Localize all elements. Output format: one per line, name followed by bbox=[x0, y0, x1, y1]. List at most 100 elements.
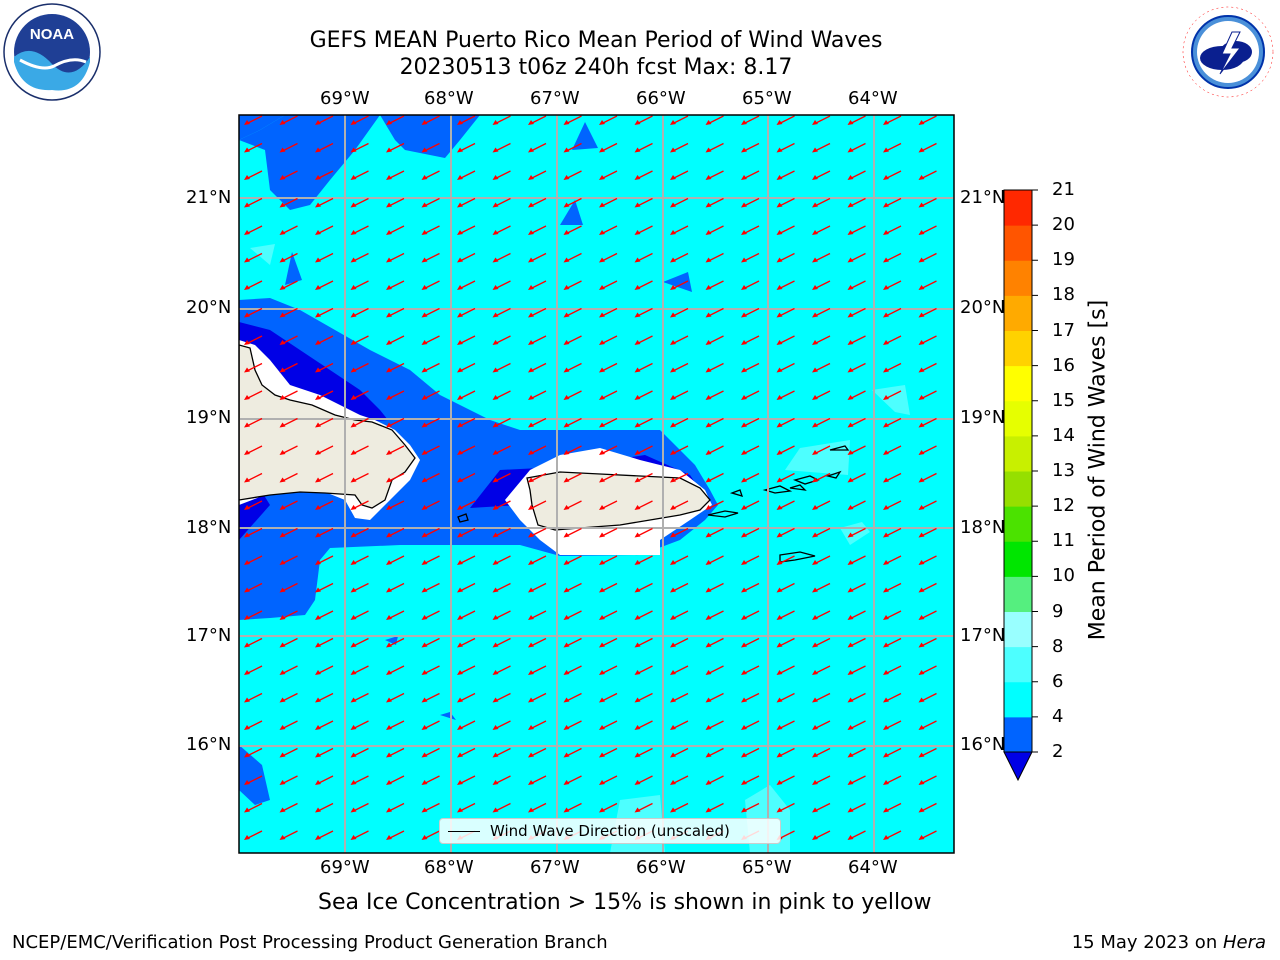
wind-arrow bbox=[386, 830, 405, 840]
wind-arrow bbox=[812, 720, 831, 730]
wind-arrow bbox=[421, 142, 440, 153]
wind-arrow bbox=[421, 775, 440, 785]
wind-arrow bbox=[883, 252, 902, 263]
wind-arrow bbox=[421, 665, 440, 675]
wind-arrow bbox=[244, 417, 263, 428]
lon-label-bottom: 66°W bbox=[636, 857, 686, 878]
wind-arrow bbox=[847, 362, 866, 373]
wind-arrow bbox=[883, 665, 902, 675]
wind-arrow bbox=[741, 527, 760, 538]
wind-arrow bbox=[634, 720, 653, 730]
wind-arrow bbox=[528, 335, 547, 345]
wind-arrow bbox=[599, 280, 618, 290]
wind-arrow bbox=[492, 637, 511, 648]
wind-arrow bbox=[315, 280, 334, 290]
wind-arrow bbox=[705, 692, 724, 703]
wind-arrow bbox=[847, 252, 866, 263]
wind-arrow bbox=[634, 390, 653, 400]
wind-arrow bbox=[705, 307, 724, 318]
lat-label-left: 20°N bbox=[186, 297, 232, 318]
wind-arrow bbox=[634, 115, 653, 125]
wind-arrow bbox=[244, 555, 263, 565]
wind-arrow bbox=[670, 335, 689, 345]
wind-arrow bbox=[883, 802, 902, 813]
wind-arrow bbox=[350, 225, 369, 235]
wind-arrow bbox=[918, 115, 937, 125]
wind-arrow bbox=[492, 390, 511, 400]
wind-arrow bbox=[918, 747, 937, 758]
wind-arrow bbox=[776, 445, 795, 455]
wind-arrow bbox=[812, 170, 831, 180]
wind-arrow bbox=[244, 637, 263, 648]
wind-arrow bbox=[528, 555, 547, 565]
wind-arrow bbox=[705, 555, 724, 565]
wind-arrow bbox=[457, 115, 476, 125]
wind-arrow bbox=[528, 527, 547, 538]
wind-arrow bbox=[421, 335, 440, 345]
wind-arrow bbox=[421, 555, 440, 565]
wind-arrow bbox=[634, 665, 653, 675]
colorbar-segment bbox=[1004, 471, 1032, 507]
wind-arrow bbox=[279, 720, 298, 730]
wind-arrow bbox=[244, 775, 263, 785]
wind-arrow bbox=[528, 472, 547, 483]
wind-arrow bbox=[741, 390, 760, 400]
wind-arrow bbox=[315, 390, 334, 400]
colorbar-tick-label: 8 bbox=[1052, 635, 1064, 657]
wind-arrow bbox=[776, 555, 795, 565]
wind-arrow bbox=[705, 142, 724, 153]
wind-arrow bbox=[350, 197, 369, 208]
wind-arrow bbox=[776, 115, 795, 125]
wind-arrow bbox=[776, 582, 795, 593]
lat-label-left: 19°N bbox=[186, 407, 232, 428]
wind-arrow bbox=[883, 335, 902, 345]
wind-arrow bbox=[847, 225, 866, 235]
wind-arrow bbox=[599, 362, 618, 373]
wind-arrow bbox=[705, 170, 724, 180]
wind-arrow bbox=[315, 225, 334, 235]
wind-arrow bbox=[812, 830, 831, 840]
colorbar-tick-label: 14 bbox=[1052, 424, 1075, 446]
wind-arrow bbox=[918, 252, 937, 263]
wind-arrow bbox=[918, 802, 937, 813]
wind-arrow bbox=[350, 307, 369, 318]
wind-arrow bbox=[421, 610, 440, 620]
wind-arrow bbox=[599, 335, 618, 345]
wind-arrow bbox=[705, 472, 724, 483]
wind-arrow bbox=[812, 802, 831, 813]
wind-arrow bbox=[670, 747, 689, 758]
wind-arrow bbox=[386, 142, 405, 153]
wind-arrow bbox=[812, 775, 831, 785]
wind-arrow bbox=[634, 500, 653, 510]
wind-arrow bbox=[492, 170, 511, 180]
wind-arrow bbox=[244, 115, 263, 125]
wind-arrow bbox=[847, 692, 866, 703]
wind-arrow bbox=[457, 142, 476, 153]
wind-arrow bbox=[883, 142, 902, 153]
wind-arrow bbox=[776, 610, 795, 620]
wind-arrow bbox=[670, 775, 689, 785]
lon-label-bottom: 64°W bbox=[848, 857, 898, 878]
wind-arrow bbox=[918, 307, 937, 318]
colorbar-segment bbox=[1004, 190, 1032, 226]
map-frame bbox=[238, 114, 955, 854]
wind-arrow bbox=[386, 170, 405, 180]
wind-arrow bbox=[492, 417, 511, 428]
wind-arrow bbox=[634, 252, 653, 263]
lat-label-left: 21°N bbox=[186, 187, 232, 208]
lon-label-bottom: 67°W bbox=[530, 857, 580, 878]
chart-subtitle: 20230513 t06z 240h fcst Max: 8.17 bbox=[399, 55, 793, 80]
lon-label-bottom: 69°W bbox=[320, 857, 370, 878]
wind-arrow bbox=[315, 307, 334, 318]
wind-arrow bbox=[457, 280, 476, 290]
lat-label-right: 16°N bbox=[960, 734, 1006, 755]
wind-arrow bbox=[670, 555, 689, 565]
wind-arrow bbox=[670, 802, 689, 813]
wind-arrow bbox=[918, 665, 937, 675]
wind-arrow bbox=[315, 830, 334, 840]
colorbar-segment bbox=[1004, 260, 1032, 296]
wind-arrow bbox=[847, 637, 866, 648]
wind-arrow bbox=[421, 307, 440, 318]
wind-arrow bbox=[528, 747, 547, 758]
wind-arrow bbox=[741, 142, 760, 153]
